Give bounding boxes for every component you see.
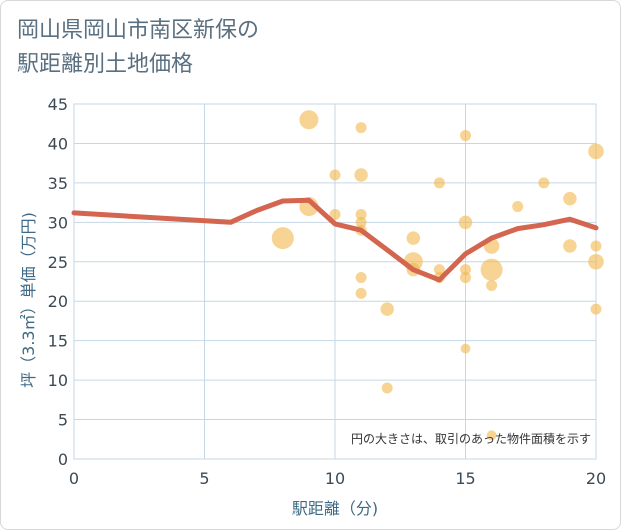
x-tick-label: 0 [69, 469, 79, 488]
x-tick-label: 15 [455, 469, 475, 488]
size-annotation: 円の大きさは、取引のあった物件面積を示す [351, 431, 591, 446]
y-tick-label: 45 [48, 95, 68, 114]
y-tick-label: 20 [48, 292, 68, 311]
x-tick-label: 5 [199, 469, 209, 488]
x-tick-label: 20 [586, 469, 606, 488]
bubble-point [480, 258, 503, 281]
bubble-point [433, 177, 445, 189]
bubble-point [355, 272, 367, 284]
y-tick-label: 25 [48, 253, 68, 272]
bubble-point [271, 227, 294, 250]
x-tick-label: 10 [325, 469, 345, 488]
y-tick-label: 35 [48, 174, 68, 193]
y-axis-label: 坪（3.3㎡）単価（万円) [19, 212, 38, 388]
bubble-point [460, 130, 471, 142]
title-line-1: 岡山県岡山市南区新保の [17, 18, 260, 43]
bubble-point [406, 231, 421, 245]
chart-title: 岡山県岡山市南区新保の 駅距離別土地価格 [17, 14, 259, 82]
bubble-point [458, 215, 473, 230]
x-axis-label: 駅距離（分) [292, 499, 378, 518]
average-line-group [71, 197, 599, 283]
bubble-point [486, 430, 497, 441]
bubbles [271, 110, 604, 441]
bubble-point [460, 343, 471, 354]
bubble-point [355, 208, 367, 220]
bubble-point [433, 264, 445, 276]
bubble-point [590, 240, 602, 252]
y-tick-label: 15 [48, 332, 68, 351]
y-tick-label: 5 [58, 411, 68, 430]
bubble-point [381, 382, 393, 394]
bubble-point [355, 287, 367, 299]
tick-labels: 0 5 10 15 20 25 30 35 40 45 0 5 10 15 20 [48, 95, 607, 488]
bubble-point [512, 201, 524, 213]
bubble-point [329, 208, 341, 220]
y-tick-label: 30 [48, 213, 68, 232]
bubble-point [538, 177, 550, 189]
bubble-point [460, 264, 471, 276]
bubble-point [460, 272, 471, 284]
bubble-point [299, 110, 319, 130]
bubble-point [354, 168, 368, 182]
average-price-line [71, 197, 599, 283]
bubble-point [380, 302, 394, 316]
bubble-point [590, 303, 602, 315]
bubble-point [563, 239, 577, 253]
bubble-point [588, 143, 604, 160]
y-tick-label: 40 [48, 134, 68, 153]
title-line-2: 駅距離別土地価格 [17, 52, 194, 77]
grid [73, 103, 597, 460]
bubble-point [355, 216, 367, 228]
y-tick-label: 10 [48, 371, 68, 390]
y-tick-label: 0 [58, 450, 68, 469]
bubble-point [355, 122, 367, 134]
bubble-point [588, 253, 604, 270]
bubble-point [486, 279, 498, 291]
bubble-point [563, 191, 577, 206]
bubble-point [329, 169, 341, 181]
